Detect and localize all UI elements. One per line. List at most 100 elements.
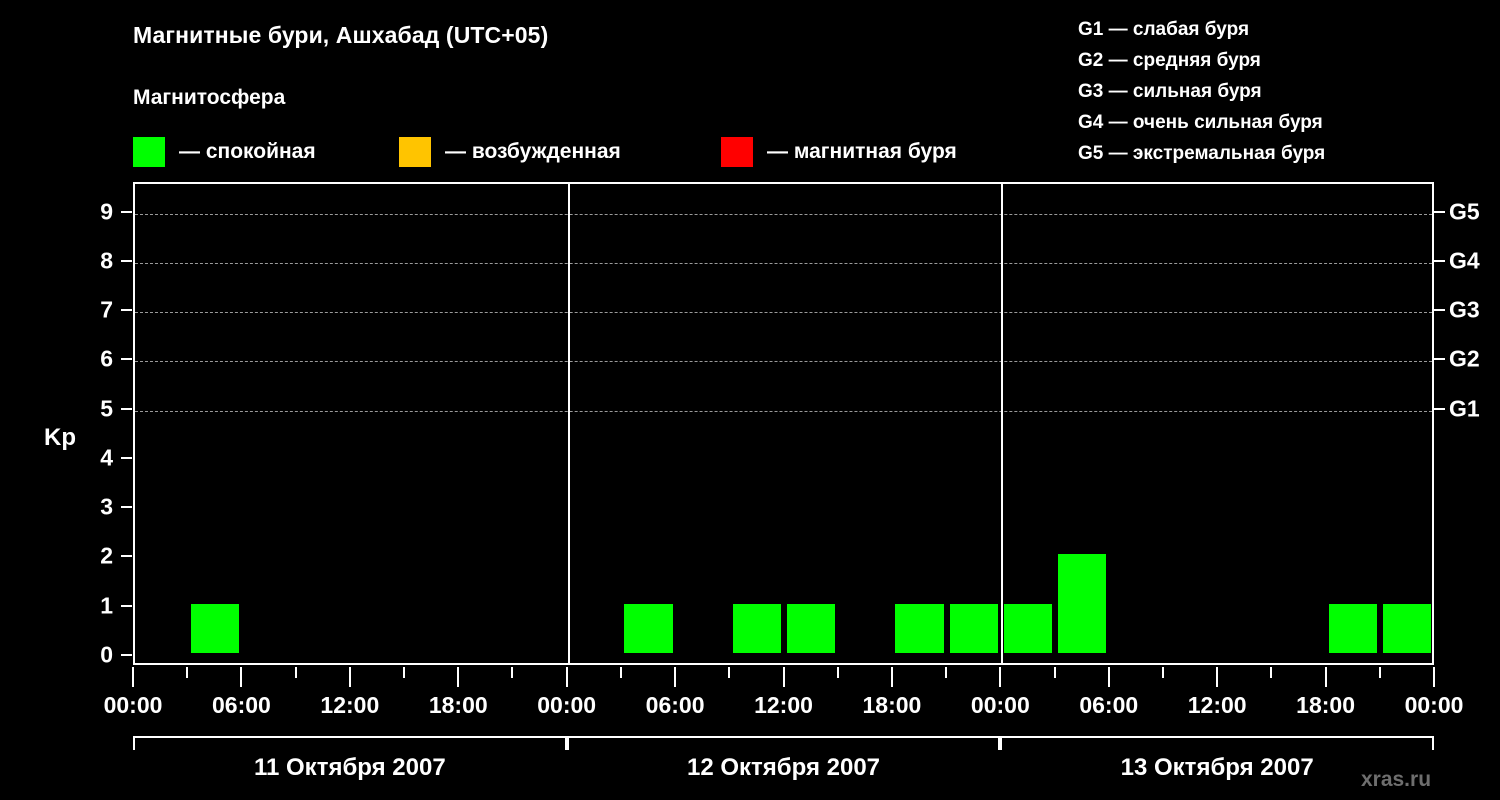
g-legend-row-g4: G4 — очень сильная буря: [1078, 107, 1498, 138]
g-axis-label-G3: G3: [1449, 296, 1480, 323]
bar-kp: [1003, 603, 1053, 653]
g-desc-g1: слабая буря: [1132, 19, 1250, 40]
g-legend-row-g5: G5 — экстремальная буря: [1078, 138, 1498, 169]
x-tick-label: 06:00: [645, 692, 705, 718]
g-dash-g2: —: [1108, 50, 1128, 71]
g-tick-mark-G3: [1434, 309, 1445, 312]
x-major-tick: [565, 667, 568, 687]
g-axis-label-G2: G2: [1449, 345, 1480, 372]
g-code-g2: G2: [1078, 50, 1104, 71]
legend-label-quiet: — спокойная: [179, 140, 316, 163]
y-tick-mark-3: [121, 506, 132, 509]
gridline-kp-7: [135, 312, 1432, 314]
legend-label-storm: — магнитная буря: [767, 140, 957, 163]
x-minor-tick: [728, 667, 731, 678]
g-legend-row-g2: G2 — средняя буря: [1078, 45, 1498, 76]
x-tick-label: 12:00: [1187, 692, 1247, 718]
g-code-g1: G1: [1078, 19, 1104, 40]
bar-kp: [895, 603, 944, 653]
g-desc-g2: средняя буря: [1132, 50, 1261, 71]
plot-area: [133, 182, 1434, 665]
x-major-tick: [1433, 667, 1435, 687]
g-legend-row-g3: G3 — сильная буря: [1078, 76, 1498, 107]
x-tick-label: 18:00: [428, 692, 488, 718]
x-major-tick: [782, 667, 785, 687]
x-tick-label: 12:00: [320, 692, 380, 718]
g-legend-row-g1: G1 — слабая буря: [1078, 14, 1498, 45]
bar-kp: [949, 603, 998, 653]
day-bracket: [566, 736, 1001, 750]
amber-square-swatch: [399, 137, 431, 167]
magnetosphere-heading: Магнитосфера: [133, 86, 286, 109]
x-tick-label: 00:00: [103, 692, 163, 718]
x-minor-tick: [186, 667, 189, 678]
bar-kp: [1329, 603, 1378, 653]
y-tick-label-5: 5: [100, 395, 113, 422]
x-minor-tick: [511, 667, 514, 678]
g-scale-legend: G1 — слабая буря G2 — средняя буря G3 — …: [1078, 14, 1498, 169]
x-tick-label: 12:00: [754, 692, 813, 718]
day-divider: [1001, 184, 1004, 663]
g-desc-g5: экстремальная буря: [1132, 143, 1326, 164]
x-tick-label: 18:00: [1296, 692, 1355, 718]
watermark: xras.ru: [1360, 768, 1432, 791]
x-minor-tick: [1270, 667, 1273, 678]
y-tick-label-1: 1: [100, 592, 113, 619]
y-tick-mark-9: [121, 210, 132, 213]
g-axis-label-G5: G5: [1449, 198, 1480, 225]
y-tick-label-7: 7: [100, 296, 113, 323]
gridline-kp-9: [135, 213, 1432, 215]
day-label: 11 Октября 2007: [253, 754, 446, 781]
x-major-tick: [1107, 667, 1110, 687]
g-dash-g1: —: [1108, 19, 1128, 40]
y-axis-title: Kp: [44, 424, 76, 451]
legend-item-unsettled: — возбужденная: [399, 136, 621, 168]
y-tick-mark-2: [121, 555, 132, 558]
x-minor-tick: [294, 667, 297, 678]
x-tick-label: 00:00: [537, 692, 597, 718]
x-minor-tick: [945, 667, 948, 678]
g-desc-g3: сильная буря: [1132, 81, 1262, 102]
bar-kp: [1383, 603, 1432, 653]
red-square-swatch: [721, 137, 753, 167]
y-tick-mark-7: [121, 309, 132, 312]
y-tick-mark-4: [121, 456, 132, 459]
x-major-tick: [348, 667, 351, 687]
x-major-tick: [674, 667, 677, 687]
day-divider: [567, 184, 570, 663]
x-major-tick: [1324, 667, 1327, 687]
y-tick-label-6: 6: [100, 345, 113, 372]
g-dash-g5: —: [1108, 143, 1128, 164]
bar-kp: [624, 603, 673, 653]
day-label: 12 Октября 2007: [686, 754, 881, 781]
day-bracket: [1000, 736, 1434, 750]
g-tick-mark-G2: [1434, 358, 1445, 361]
legend-label-unsettled: — возбужденная: [445, 140, 621, 163]
bar-kp: [190, 603, 239, 653]
x-major-tick: [999, 667, 1002, 687]
y-tick-label-3: 3: [100, 493, 113, 520]
page-title: Магнитные бури, Ашхабад (UTC+05): [133, 22, 549, 48]
x-minor-tick: [403, 667, 406, 678]
g-code-g5: G5: [1078, 143, 1104, 164]
g-code-g4: G4: [1078, 112, 1104, 133]
y-tick-label-2: 2: [100, 542, 113, 569]
g-desc-g4: очень сильная буря: [1132, 112, 1323, 133]
y-tick-mark-8: [121, 259, 132, 262]
day-bracket: [133, 736, 567, 750]
g-axis-label-G4: G4: [1449, 247, 1480, 274]
plot-inner: [135, 184, 1432, 663]
gridline-kp-8: [135, 262, 1432, 264]
legend-item-quiet: — спокойная: [133, 136, 316, 168]
y-tick-mark-6: [121, 358, 132, 361]
bar-kp: [732, 603, 781, 653]
g-dash-g3: —: [1108, 81, 1128, 102]
x-major-tick: [890, 667, 893, 687]
g-axis-label-G1: G1: [1449, 395, 1480, 422]
x-minor-tick: [1161, 667, 1164, 678]
y-tick-mark-5: [121, 407, 132, 410]
legend-item-storm: — магнитная буря: [721, 136, 957, 168]
bar-kp: [1058, 554, 1107, 653]
x-minor-tick: [619, 667, 622, 678]
